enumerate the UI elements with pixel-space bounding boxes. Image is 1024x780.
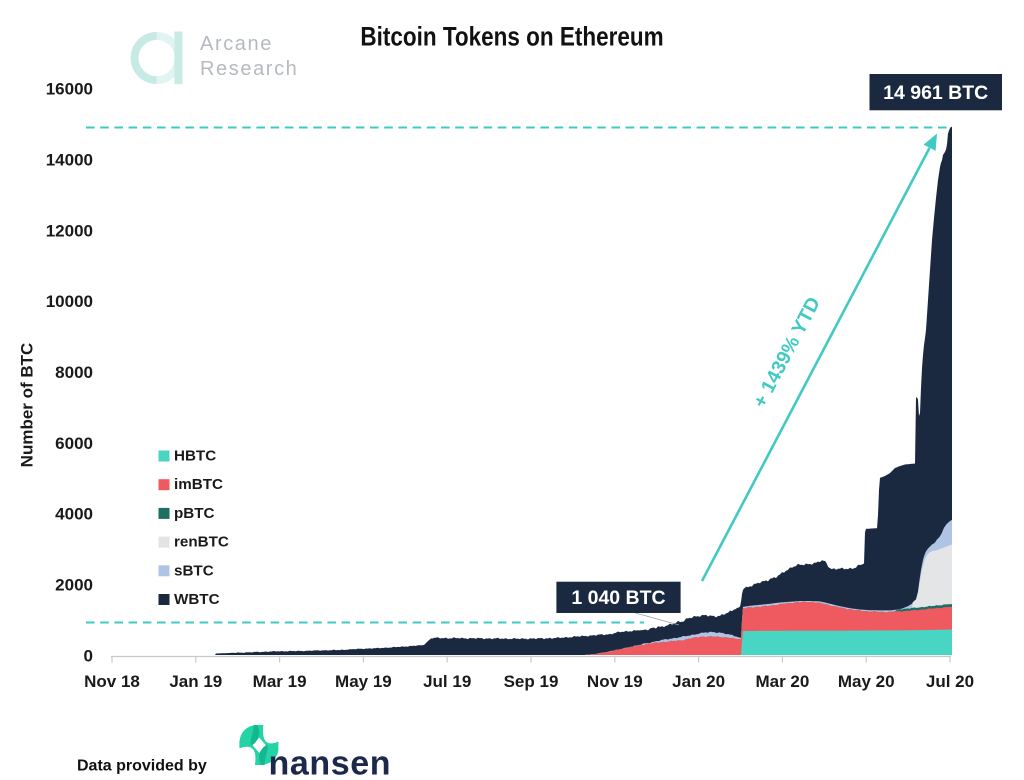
svg-text:WBTC: WBTC [174,591,220,608]
svg-text:sBTC: sBTC [174,562,214,579]
svg-text:12000: 12000 [46,221,93,240]
svg-text:renBTC: renBTC [174,534,229,551]
svg-text:Arcane: Arcane [200,33,273,55]
svg-text:2000: 2000 [55,576,93,595]
svg-text:10000: 10000 [46,292,93,311]
svg-text:HBTC: HBTC [174,448,216,465]
svg-text:May 19: May 19 [335,672,392,691]
svg-text:nansen: nansen [269,745,392,780]
svg-text:Jul 19: Jul 19 [423,672,471,691]
svg-text:16000: 16000 [46,80,93,99]
svg-text:4000: 4000 [55,505,93,524]
svg-text:0: 0 [84,647,93,666]
svg-text:pBTC: pBTC [174,505,215,522]
svg-text:1 040 BTC: 1 040 BTC [571,587,665,609]
svg-text:imBTC: imBTC [174,476,223,493]
svg-text:Nov 19: Nov 19 [587,672,643,691]
svg-text:14 961 BTC: 14 961 BTC [883,82,988,104]
svg-text:Jan 20: Jan 20 [672,672,725,691]
svg-text:Nov 18: Nov 18 [84,672,140,691]
svg-text:Jul 20: Jul 20 [926,672,974,691]
svg-text:Number of BTC: Number of BTC [18,343,37,468]
svg-text:8000: 8000 [55,363,93,382]
svg-text:Mar 20: Mar 20 [755,672,809,691]
svg-text:May 20: May 20 [838,672,895,691]
svg-text:Research: Research [200,58,298,80]
svg-text:Jan 19: Jan 19 [169,672,222,691]
svg-text:Mar 19: Mar 19 [253,672,307,691]
svg-text:Bitcoin Tokens on Ethereum: Bitcoin Tokens on Ethereum [360,23,663,52]
svg-text:6000: 6000 [55,434,93,453]
svg-text:Sep 19: Sep 19 [504,672,559,691]
svg-text:Data provided by: Data provided by [77,758,207,775]
svg-text:14000: 14000 [46,150,93,169]
